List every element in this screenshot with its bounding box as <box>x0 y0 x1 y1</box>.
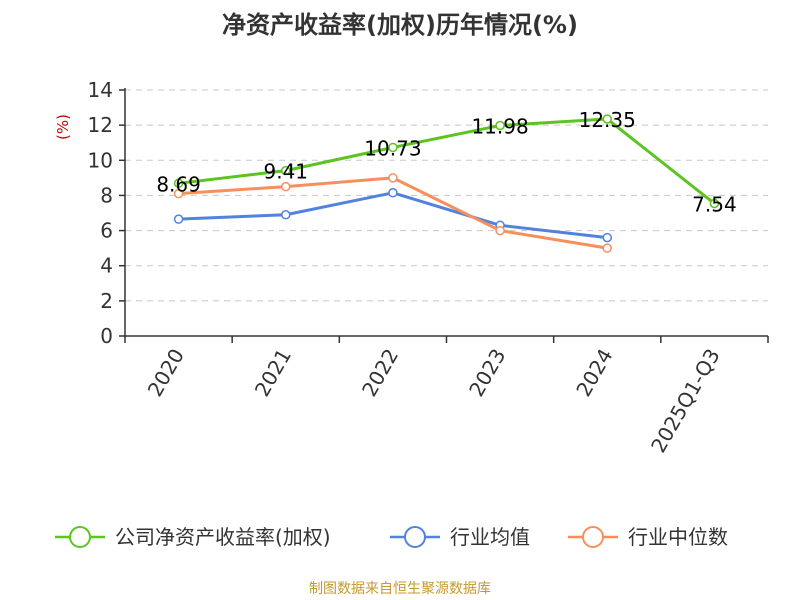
data-label-1: 9.41 <box>263 160 308 184</box>
y-tick-label-10: 10 <box>88 148 113 172</box>
series-1-point-2 <box>388 188 398 198</box>
legend-item-2[interactable]: 行业中位数 <box>568 525 728 549</box>
x-tick-label-2024: 2024 <box>571 345 617 401</box>
axes: 0 2 4 6 8 10 12 14 2020 2021 2022 2023 2024 2025Q1-Q3 <box>88 78 769 457</box>
x-tick-label-2022: 2022 <box>357 345 403 401</box>
legend-label-1: 行业均值 <box>450 525 530 549</box>
y-tick-label-4: 4 <box>100 254 113 278</box>
series-2-point-2 <box>388 173 398 183</box>
data-label-5: 7.54 <box>692 193 737 217</box>
data-label-3: 11.98 <box>471 114 528 138</box>
y-tick-label-8: 8 <box>100 183 113 207</box>
series-0-point-4 <box>602 114 612 124</box>
series-2-point-4 <box>602 243 612 253</box>
grid-lines <box>125 89 768 302</box>
legend-label-0: 公司净资产收益率(加权) <box>115 525 331 549</box>
legend-label-2: 行业中位数 <box>628 525 728 549</box>
series-0-point-2 <box>388 142 398 153</box>
data-labels: 8.69 9.41 10.73 11.98 12.35 7.54 <box>156 108 736 217</box>
y-axis-unit-label: (%) <box>54 114 72 140</box>
data-label-0: 8.69 <box>156 172 201 196</box>
y-tick-label-12: 12 <box>88 113 113 137</box>
series-0-point-0 <box>173 178 184 189</box>
x-tick-label-2023: 2023 <box>464 345 510 401</box>
series-0-point-1 <box>281 165 291 176</box>
series-2-point-1 <box>281 181 291 192</box>
series-line-0 <box>178 117 716 205</box>
series-lines <box>173 114 720 253</box>
series-0-point-3 <box>495 120 505 131</box>
data-label-4: 12.35 <box>579 108 636 132</box>
legend: 公司净资产收益率(加权) 行业均值 行业中位数 <box>55 525 728 549</box>
legend-marker-1 <box>404 526 426 548</box>
y-tick-label-2: 2 <box>100 289 113 313</box>
legend-item-0[interactable]: 公司净资产收益率(加权) <box>55 525 331 549</box>
legend-item-1[interactable]: 行业均值 <box>390 525 530 549</box>
chart-title: 净资产收益率(加权)历年情况(%) <box>222 11 578 39</box>
legend-marker-2 <box>582 526 604 548</box>
y-tick-label-14: 14 <box>88 78 113 102</box>
series-2-point-3 <box>495 225 505 236</box>
y-tick-label-6: 6 <box>100 219 113 243</box>
x-tick-label-2021: 2021 <box>250 345 296 401</box>
legend-marker-0 <box>69 526 91 548</box>
x-tick-label-2020: 2020 <box>143 345 189 401</box>
series-2-point-0 <box>173 188 184 199</box>
source-note: 制图数据来自恒生聚源数据库 <box>309 581 491 597</box>
y-tick-label-0: 0 <box>100 324 113 348</box>
series-1-point-4 <box>602 232 612 243</box>
series-1-point-1 <box>281 210 291 220</box>
data-label-2: 10.73 <box>364 136 421 160</box>
series-1-point-0 <box>173 214 184 224</box>
series-0-point-5 <box>709 198 720 209</box>
x-tick-label-2025Q1-Q3: 2025Q1-Q3 <box>646 345 725 457</box>
